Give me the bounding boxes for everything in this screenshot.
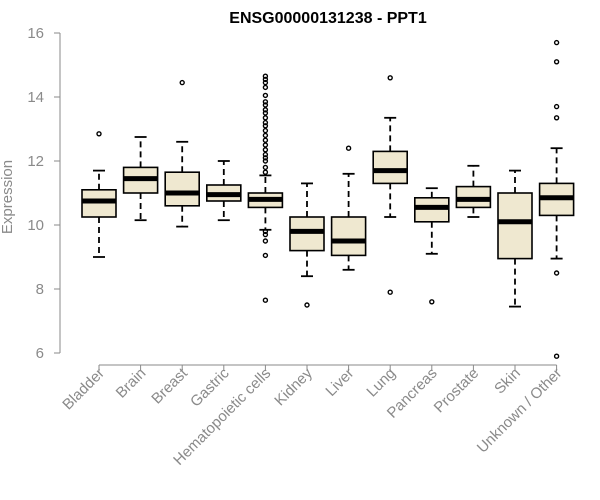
- outlier-point: [262, 123, 269, 129]
- x-tick-label: Breast: [148, 364, 191, 407]
- outlier-point: [304, 302, 310, 308]
- box-hematopoietic-cells: [247, 73, 284, 303]
- outlier-point: [262, 99, 269, 105]
- outlier-point: [553, 59, 560, 65]
- outlier-point: [262, 127, 269, 134]
- x-tick-label: Kidney: [271, 364, 316, 409]
- box-skin: [497, 169, 533, 308]
- box-breast: [164, 79, 200, 228]
- y-tick-label: 6: [36, 345, 44, 362]
- outlier-point: [262, 92, 269, 99]
- x-tick-label: Prostate: [431, 365, 483, 417]
- x-tick-label: Bladder: [59, 365, 108, 414]
- outlier-point: [262, 110, 269, 116]
- outlier-point: [262, 102, 269, 108]
- box-pancreas: [413, 187, 450, 305]
- outlier-point: [553, 39, 560, 46]
- box-iqr: [330, 216, 367, 257]
- outlier-point: [262, 147, 269, 153]
- outlier-point: [553, 353, 560, 359]
- box-liver: [330, 145, 367, 271]
- outlier-point: [262, 73, 269, 79]
- outlier-point: [262, 79, 269, 86]
- x-tick-label: Lung: [363, 365, 399, 401]
- outlier-point: [262, 84, 269, 91]
- outlier-point: [262, 107, 269, 113]
- y-axis-label: Expression: [0, 160, 16, 234]
- outlier-point: [262, 164, 269, 171]
- box-unknown-other: [538, 39, 575, 359]
- outlier-point: [262, 238, 269, 244]
- outlier-point: [553, 115, 560, 121]
- outlier-point: [262, 115, 269, 121]
- box-lung: [372, 75, 409, 295]
- outlier-point: [262, 137, 269, 143]
- y-tick-label: 16: [27, 25, 44, 42]
- outlier-point: [553, 270, 560, 276]
- outlier-point: [262, 228, 269, 235]
- x-tick-label: Brain: [113, 365, 150, 402]
- outlier-point: [262, 142, 269, 148]
- box-prostate: [455, 164, 492, 218]
- outlier-point: [262, 155, 269, 161]
- outlier-point: [262, 132, 269, 139]
- y-tick-label: 12: [27, 153, 44, 170]
- outlier-point: [429, 299, 435, 305]
- chart-title: ENSG00000131238 - PPT1: [229, 10, 427, 27]
- box-brain: [122, 136, 159, 222]
- y-tick-label: 10: [27, 217, 44, 234]
- outlier-point: [179, 79, 185, 86]
- outlier-point: [262, 231, 269, 238]
- box-iqr: [164, 171, 200, 207]
- box-gastric: [206, 160, 242, 222]
- outlier-point: [262, 119, 269, 126]
- outlier-point: [387, 75, 393, 81]
- y-axis: 6 8 10 12 14 16: [27, 25, 558, 371]
- outlier-point: [553, 103, 560, 110]
- y-tick-label: 8: [36, 281, 44, 298]
- y-tick-label: 14: [27, 89, 44, 106]
- box-iqr: [497, 192, 533, 260]
- box-kidney: [289, 182, 325, 308]
- outlier-point: [262, 252, 269, 259]
- box-bladder: [81, 131, 117, 258]
- x-tick-label: Liver: [322, 365, 357, 400]
- outlier-point: [387, 289, 393, 295]
- outlier-point: [262, 76, 269, 83]
- outlier-point: [96, 131, 102, 137]
- outlier-point: [262, 169, 269, 175]
- outlier-point: [262, 151, 269, 158]
- outlier-point: [345, 145, 352, 151]
- x-tick-label: Skin: [491, 365, 524, 398]
- box-series: [81, 39, 575, 359]
- box-iqr: [372, 150, 409, 185]
- outlier-point: [262, 158, 269, 164]
- outlier-point: [262, 297, 269, 303]
